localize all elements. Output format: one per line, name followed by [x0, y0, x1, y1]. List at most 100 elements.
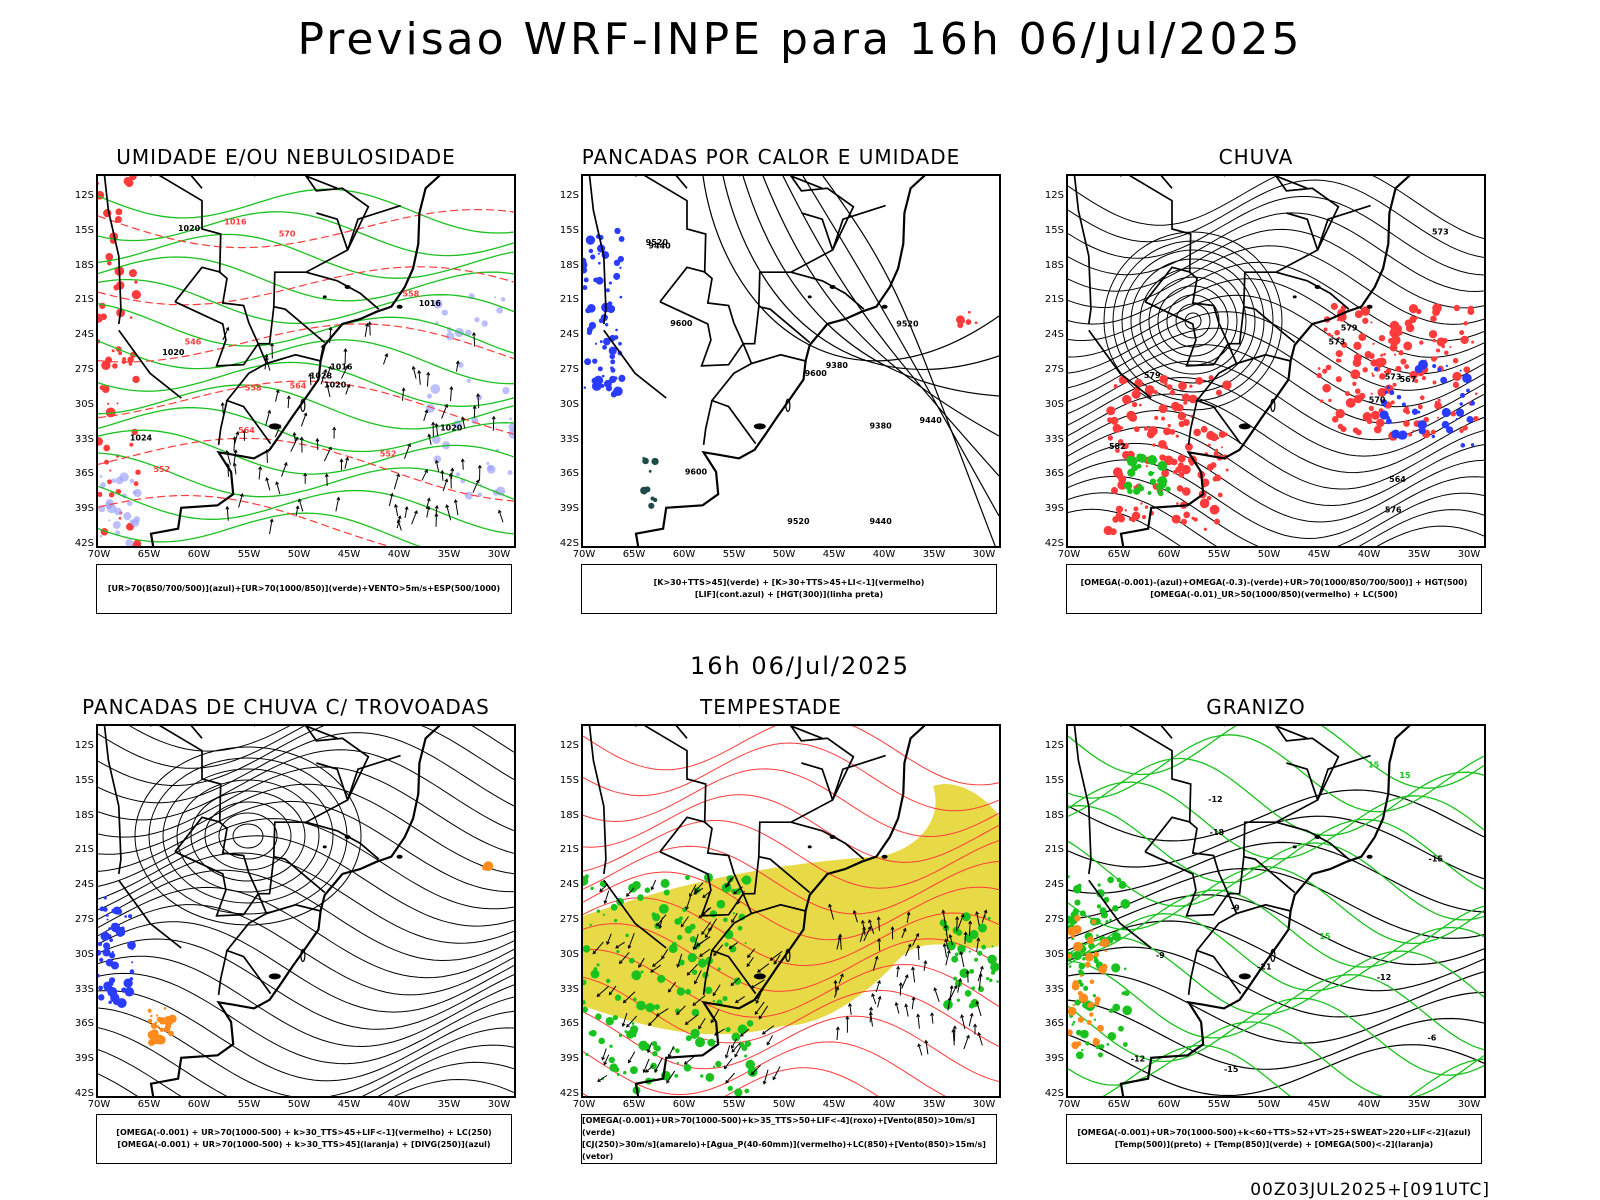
latitude-tick-label: 42S — [559, 538, 579, 549]
forecast-date-label: 16h 06/Jul/2025 — [689, 652, 911, 680]
longitude-tick-label: 30W — [1457, 1099, 1481, 1110]
longitude-tick-label: 65W — [1107, 549, 1131, 560]
latitude-tick-label: 12S — [74, 190, 94, 201]
contour-label: 570 — [1369, 396, 1386, 405]
latitude-tick-label: 24S — [559, 329, 579, 341]
contour-label: 558 — [403, 289, 420, 298]
latitude-tick-label: 39S — [1044, 1053, 1064, 1065]
latitude-tick-label: 42S — [1044, 538, 1064, 549]
latitude-tick-label: 24S — [1044, 329, 1064, 341]
longitude-tick-label: 35W — [1407, 1099, 1431, 1110]
latitude-tick-label: 39S — [74, 503, 94, 515]
latitude-tick-label: 33S — [1044, 983, 1064, 995]
latitude-tick-label: 39S — [559, 1053, 579, 1065]
latitude-tick-label: 33S — [74, 983, 94, 995]
contour-label: 579 — [1341, 323, 1358, 332]
contour-label: 567 — [1400, 375, 1417, 384]
latitude-tick-label: 42S — [74, 538, 94, 549]
longitude-tick-label: 30W — [972, 549, 996, 560]
contour-label: 558 — [245, 383, 262, 392]
longitude-tick-label: 45W — [337, 1099, 361, 1110]
longitude-labels: 70W 65W 60W 55W 50W 45W 40W 35W 30W — [1058, 549, 1486, 563]
latitude-labels: 12S 15S 18S 21S 24S 27S 30S 33S 36S 39S 42S — [531, 724, 579, 1099]
longitude-labels: 70W 65W 60W 55W 50W 45W 40W 35W 30W — [1058, 1099, 1486, 1113]
longitude-tick-label: 40W — [1357, 549, 1381, 560]
contour-label: 570 — [279, 229, 296, 238]
panel-title: UMIDADE E/OU NEBULOSIDADE — [116, 145, 456, 169]
latitude-tick-label: 36S — [1044, 1018, 1064, 1030]
panel-title: TEMPESTADE — [700, 695, 842, 719]
longitude-tick-label: 60W — [187, 1099, 211, 1110]
contour-label: 576 — [1385, 506, 1402, 515]
latitude-tick-label: 42S — [74, 1088, 94, 1099]
latitude-labels: 12S 15S 18S 21S 24S 27S 30S 33S 36S 39S 42S — [1016, 724, 1064, 1099]
latitude-tick-label: 30S — [1044, 398, 1064, 410]
contour-label: 9600 — [805, 369, 828, 378]
latitude-tick-label: 33S — [559, 983, 579, 995]
latitude-tick-label: 42S — [1044, 1088, 1064, 1099]
longitude-tick-label: 55W — [237, 549, 261, 560]
latitude-tick-label: 12S — [559, 190, 579, 201]
latitude-tick-label: 24S — [1044, 879, 1064, 891]
contour-label: 1028 — [310, 372, 333, 381]
contour-label: 564 — [238, 426, 255, 435]
longitude-tick-label: 40W — [872, 1099, 896, 1110]
contour-label: 9520 — [896, 319, 919, 328]
contour-label: -12 — [1377, 973, 1391, 982]
latitude-labels: 12S 15S 18S 21S 24S 27S 30S 33S 36S 39S 42S — [46, 174, 94, 549]
legend-line-1: [OMEGA(-0.001)+UR>70(1000-500)+k>35_TTS>… — [582, 1116, 975, 1137]
latitude-tick-label: 36S — [559, 468, 579, 480]
legend-box: [OMEGA(-0.001)+UR>70(1000-500)+k>35_TTS>… — [581, 1114, 997, 1164]
latitude-tick-label: 33S — [1044, 433, 1064, 445]
map-frame: -9 -12 -15 -18 -21 -12 -15 -12 -9 -6 15 15 15 — [1066, 724, 1486, 1098]
longitude-tick-label: 40W — [1357, 1099, 1381, 1110]
latitude-tick-label: 15S — [74, 224, 94, 236]
contour-label: 573 — [1329, 338, 1346, 347]
latitude-tick-label: 36S — [1044, 468, 1064, 480]
legend-line-2: [Temp(500)](preto) + [Temp(850)](verde) … — [1114, 1140, 1434, 1149]
contour-label: 9380 — [869, 422, 892, 431]
contour-label: 9520 — [646, 238, 669, 247]
latitude-tick-label: 15S — [1044, 774, 1064, 786]
latitude-tick-label: 15S — [74, 774, 94, 786]
latitude-tick-label: 30S — [74, 948, 94, 960]
legend-line-1: [K>30+TTS>45](verde) + [K>30+TTS>45+LI<-… — [653, 578, 925, 587]
longitude-tick-label: 55W — [237, 1099, 261, 1110]
latitude-tick-label: 24S — [559, 879, 579, 891]
map-frame — [96, 724, 516, 1098]
latitude-tick-label: 33S — [74, 433, 94, 445]
contour-label: 564 — [1389, 475, 1406, 484]
contour-label: -6 — [1427, 1033, 1436, 1042]
map-canvas: 1016101610201020102410281020102010165705… — [98, 176, 514, 546]
map-frame — [581, 724, 1001, 1098]
panel-title: PANCADAS DE CHUVA C/ TROVOADAS — [82, 695, 490, 719]
longitude-tick-label: 45W — [1307, 549, 1331, 560]
latitude-tick-label: 15S — [559, 224, 579, 236]
contour-label: 1024 — [130, 433, 153, 442]
latitude-tick-label: 36S — [74, 468, 94, 480]
panel-pancadas-calor: PANCADAS POR CALOR E UMIDADE 12S 15S 18S 21… — [531, 145, 1011, 615]
longitude-tick-label: 45W — [822, 1099, 846, 1110]
longitude-labels: 70W 65W 60W 55W 50W 45W 40W 35W 30W — [88, 1099, 516, 1113]
panel-chuva: CHUVA 12S 15S 18S 21S 24S 27S 30S 33S 36S 39S 42S … — [1016, 145, 1496, 615]
latitude-labels: 12S 15S 18S 21S 24S 27S 30S 33S 36S 39S 42S — [531, 174, 579, 549]
longitude-tick-label: 30W — [972, 1099, 996, 1110]
latitude-tick-label: 21S — [74, 844, 94, 856]
longitude-tick-label: 60W — [672, 549, 696, 560]
contour-label: 9600 — [685, 467, 708, 476]
legend-box: [OMEGA(-0.001)+UR>70(1000-500)+k<60+TTS>… — [1066, 1114, 1482, 1164]
longitude-tick-label: 35W — [437, 549, 461, 560]
longitude-tick-label: 70W — [1057, 549, 1081, 560]
contour-label: 573 — [1432, 228, 1449, 237]
longitude-tick-label: 45W — [822, 549, 846, 560]
main-title: Previsao WRF-INPE para 16h 06/Jul/2025 — [297, 14, 1303, 65]
map-canvas: -9 -12 -15 -18 -21 -12 -15 -12 -9 -6 15 15 15 — [1068, 726, 1484, 1096]
latitude-tick-label: 18S — [559, 809, 579, 821]
contour-label: 552 — [380, 449, 397, 458]
panel-title: PANCADAS POR CALOR E UMIDADE — [581, 145, 961, 169]
contour-label: -18 — [1210, 828, 1225, 837]
longitude-tick-label: 70W — [87, 549, 111, 560]
contour-label: 579 — [1144, 371, 1161, 380]
contour-label: 15 — [1319, 932, 1331, 941]
longitude-tick-label: 70W — [87, 1099, 111, 1110]
